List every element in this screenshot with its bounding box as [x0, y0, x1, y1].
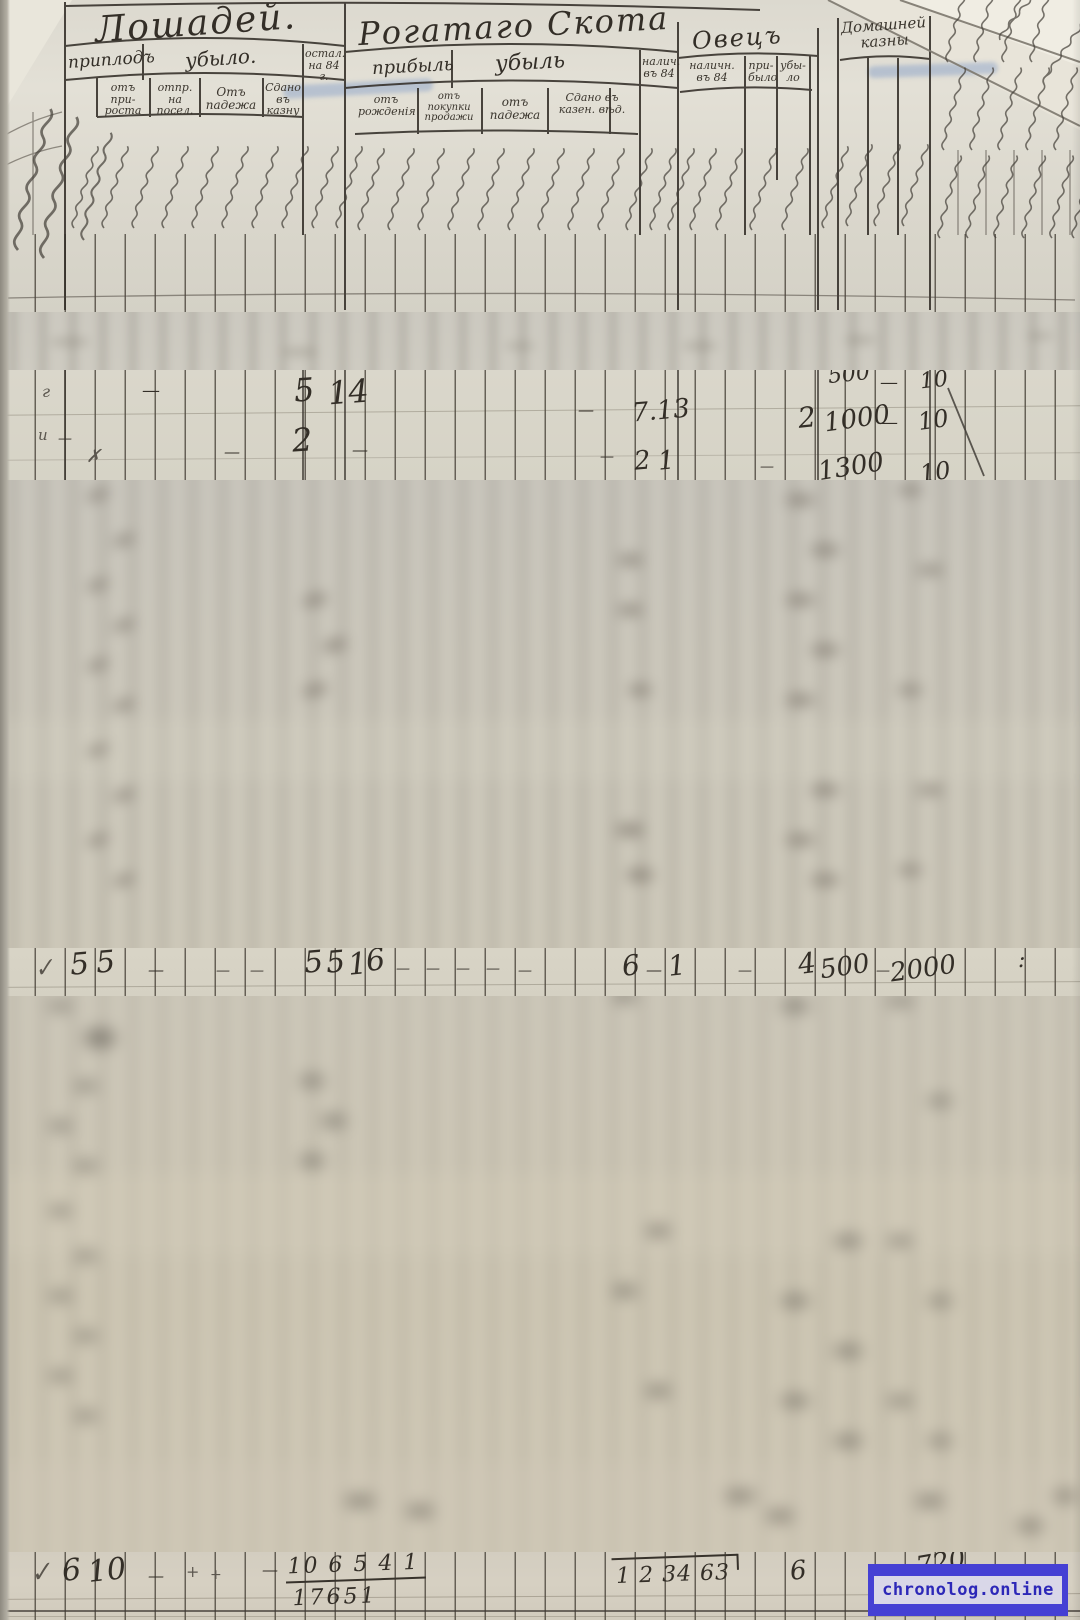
group-title-sheep: Овецъ	[691, 20, 784, 56]
watermark: chronolog.online	[868, 1564, 1068, 1616]
colon-mark: :	[1018, 948, 1026, 973]
total-bracket-value: 1 2 34 63	[611, 1553, 739, 1590]
blurred-band	[0, 996, 1080, 1552]
value-5: 5	[324, 948, 347, 981]
dash-mark: —	[876, 963, 890, 979]
group-title-treasury: Домашней казны	[840, 13, 927, 52]
value-6: 6	[620, 948, 642, 983]
dash-mark: —	[352, 440, 368, 459]
subheader-cattle-gain: прибыль	[371, 53, 455, 80]
value-5: 5	[292, 370, 316, 410]
colhead-horses-carry: остал. на 84 г.	[305, 47, 346, 84]
value-2: 2	[796, 400, 818, 435]
colhead-horses-2: отпр. на посел.	[156, 81, 194, 118]
bottom-border-rule	[0, 1610, 1080, 1612]
blurred-band	[0, 480, 1080, 948]
value-10: 10	[916, 404, 951, 436]
total-bottom-value: 17651	[292, 1583, 378, 1612]
header-grid-svg	[0, 0, 1080, 310]
value-7-13: 7.13	[630, 393, 692, 429]
value-4: 4	[795, 948, 818, 982]
dash-mark: —	[142, 380, 160, 401]
table-header: Лошадей. Рогатаго Скота Овецъ Домашней к…	[0, 0, 1080, 312]
value-6: 6	[788, 1555, 809, 1587]
dash-mark: —	[148, 1566, 164, 1585]
dash-mark: —	[58, 431, 72, 447]
colhead-sheep-3: убы- ло	[780, 59, 806, 84]
check-mark: ✓	[31, 952, 57, 984]
value-2: 2	[290, 420, 314, 460]
cross-mark: ✗	[86, 446, 102, 467]
value-10: 10	[918, 456, 953, 480]
stray-stroke-svg	[64, 370, 985, 480]
value-10-carry: 10	[918, 370, 950, 395]
data-rows-top: 500 — 10 г — 5 14 — 7.13 2 1000 — 10 и —…	[0, 370, 1080, 480]
value-14: 14	[326, 371, 370, 413]
colhead-cattle-4: Сдано въ казен. вѣд.	[558, 91, 626, 116]
dash-mark: —	[738, 963, 752, 979]
dash-mark: —	[880, 372, 898, 393]
page-edge-right	[1072, 0, 1080, 1620]
value-6: 6	[363, 948, 388, 980]
check-mark: г	[42, 382, 51, 401]
subheader-cattle-loss: убыль	[494, 48, 566, 77]
plus-mark: +	[186, 1562, 200, 1581]
value-6: 6	[60, 1552, 83, 1589]
dash-mark: —	[224, 442, 240, 461]
colhead-horses-1: отъ при- роста	[104, 81, 142, 118]
dash-mark: —	[486, 961, 500, 977]
colhead-cattle-1: отъ рожденія	[358, 93, 416, 118]
page-edge-left	[0, 0, 10, 1620]
value-5: 5	[94, 948, 117, 981]
dash-mark: —	[518, 963, 532, 979]
value-5: 5	[68, 948, 91, 983]
dash-mark: —	[600, 449, 614, 465]
dash-mark: —	[148, 960, 164, 979]
colhead-cattle-2: отъ покупки продажи	[424, 91, 474, 123]
row-rule	[0, 1616, 1080, 1617]
dash-mark: —	[456, 961, 470, 977]
value-1: 1	[656, 445, 676, 477]
value-1: 1	[666, 948, 688, 983]
colhead-cattle-3: отъ падежа	[489, 95, 541, 122]
dash-mark: —	[262, 1560, 278, 1579]
dash-mark: —	[646, 960, 662, 979]
dash-mark: —	[396, 961, 410, 977]
dash-mark: —	[578, 400, 594, 419]
dash-mark: —	[760, 459, 774, 475]
colhead-sheep-1: наличн. въ 84	[689, 59, 735, 84]
total-fraction: 10 6 5 4 1 17651	[285, 1552, 427, 1611]
value-500: 500	[818, 948, 872, 986]
subheader-horses-loss: убыло.	[184, 43, 257, 73]
data-row-middle: ✓ 5 5 — — — 5 5 1 6 — — — — — 6 — 1 — 4 …	[0, 948, 1080, 996]
colhead-horses-4: Сдано въ казну	[265, 81, 301, 118]
colhead-cattle-carry: налич. въ 84	[642, 55, 681, 80]
column-lines	[0, 234, 1080, 312]
dash-mark: —	[250, 963, 264, 979]
value-5: 5	[302, 948, 325, 981]
dash-mark: —	[880, 412, 898, 433]
value-2: 2	[632, 445, 652, 477]
tick-mark: и	[38, 426, 48, 444]
dash-mark: —	[426, 961, 440, 977]
colhead-sheep-2: при- было	[748, 59, 778, 84]
bracket-number: 1 2 34 63	[615, 1560, 731, 1590]
watermark-label: chronolog.online	[874, 1576, 1062, 1604]
value-10: 10	[86, 1552, 128, 1590]
colhead-horses-3: Отъ падежа	[205, 85, 257, 112]
value-500-carry: 500	[826, 370, 872, 390]
plus-mark: +	[210, 1567, 222, 1583]
dash-mark: —	[216, 963, 230, 979]
blurred-band	[0, 312, 1080, 370]
check-mark: ✓	[27, 1556, 55, 1590]
